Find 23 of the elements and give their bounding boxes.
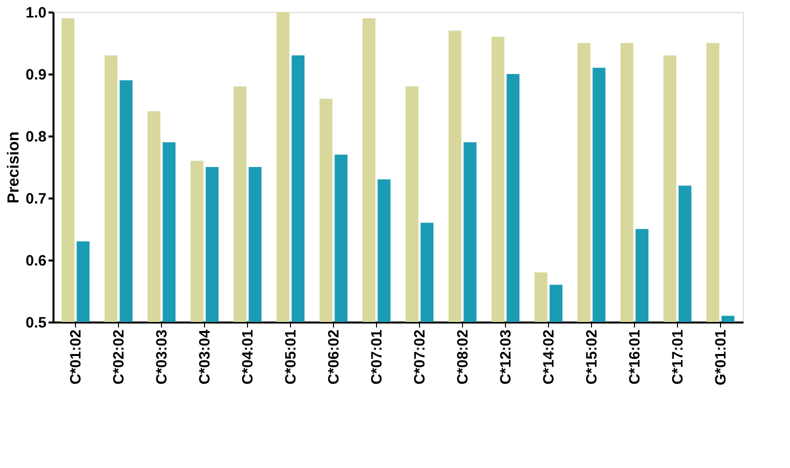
x-tick-label: G*01:01: [712, 330, 730, 386]
y-tick-label: 1.0: [26, 4, 46, 22]
x-tick-label: C*16:01: [626, 330, 644, 385]
y-tick-label: 0.6: [26, 252, 46, 270]
x-tick-label: C*08:02: [454, 330, 472, 385]
y-tick-label: 0.5: [26, 314, 46, 332]
y-tick-label: 0.7: [26, 190, 46, 208]
y-axis-title: Precision: [6, 131, 23, 204]
x-tick-label: C*03:04: [196, 328, 214, 385]
x-tick-label: C*17:01: [669, 330, 686, 385]
x-tick-label: C*07:01: [368, 330, 386, 385]
y-tick-label: 0.8: [26, 128, 46, 146]
x-tick-label: C*02:02: [110, 330, 128, 385]
x-tick-label: C*07:02: [411, 330, 428, 385]
x-tick-label: C*14:02: [540, 330, 558, 385]
x-tick-label: C*03:03: [154, 330, 171, 385]
x-tick-label: C*01:02: [68, 330, 85, 385]
x-tick-label: C*12:03: [497, 330, 514, 385]
x-tick-label: C*06:02: [326, 330, 343, 385]
x-tick-label: C*04:01: [240, 330, 257, 385]
x-tick-label: C*15:02: [583, 330, 600, 385]
y-tick-label: 0.9: [26, 66, 46, 84]
x-tick-label: C*05:01: [282, 330, 300, 385]
